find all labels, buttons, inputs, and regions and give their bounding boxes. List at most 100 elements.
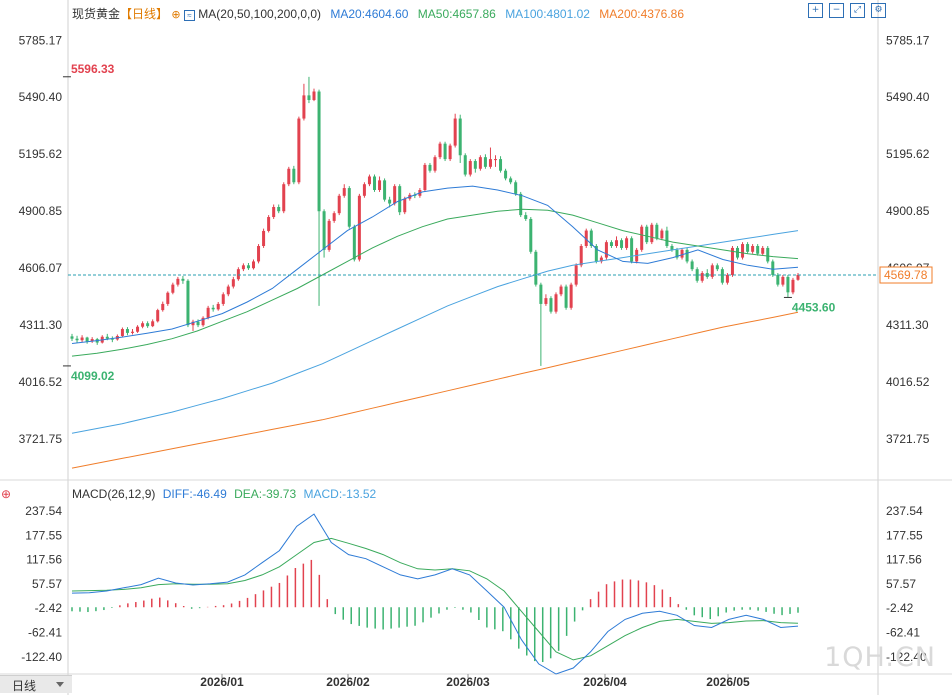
candle-body [665, 230, 669, 246]
candle-body [322, 211, 326, 250]
candle-body [151, 321, 155, 327]
candle-body [524, 215, 528, 219]
macd-y-tick-left: 57.57 [32, 577, 62, 591]
candle-body [488, 159, 492, 167]
candle-body [519, 193, 523, 216]
candle-body [357, 195, 361, 260]
current-price-label: 4569.78 [884, 268, 928, 282]
candle-body [292, 168, 296, 183]
candle-body [453, 118, 457, 146]
y-tick-label-left: 4900.85 [19, 204, 63, 218]
macd-y-tick-left: -62.41 [28, 625, 62, 639]
candle-body [504, 170, 508, 179]
chevron-down-icon [56, 682, 64, 687]
ma50-label: MA50:4657.86 [417, 7, 496, 21]
candle-body [196, 321, 200, 326]
candle-body [680, 249, 684, 258]
x-tick-label: 2026/04 [583, 675, 627, 689]
candle-body [614, 240, 619, 246]
ma-settings-icon[interactable]: ≈ [183, 10, 195, 21]
low-annotation: 4453.60 [792, 300, 836, 314]
candle-body [569, 284, 573, 308]
candle-body [428, 164, 432, 171]
macd-y-tick-right: 177.55 [886, 528, 923, 542]
candle-body [549, 298, 553, 312]
candle-body [463, 155, 467, 175]
candle-body [231, 279, 235, 287]
candle-body [746, 244, 750, 252]
ma50-line [71, 208, 799, 357]
y-tick-label-right: 5195.62 [886, 147, 930, 161]
candle-body [146, 323, 150, 327]
candle-body [559, 286, 563, 295]
dea-label: DEA:-39.73 [234, 487, 297, 501]
candle-body [161, 303, 165, 311]
candle-body [660, 230, 664, 239]
dea-line [71, 537, 799, 661]
candle-body [756, 246, 760, 254]
settings-icon[interactable]: ⚙ [871, 3, 886, 18]
candle-body [211, 307, 215, 310]
candle-body [282, 184, 286, 212]
period-label[interactable]: 【日线】 [120, 7, 169, 21]
diff-label: DIFF:-46.49 [162, 487, 227, 501]
candle-body [655, 224, 659, 239]
candle-body [720, 269, 724, 283]
macd-header: MACD(26,12,9) DIFF:-46.49 DEA:-39.73 MAC… [72, 487, 376, 501]
candle-body [499, 159, 503, 171]
candle-body [378, 180, 382, 190]
candle-body [685, 249, 689, 262]
candle-body [403, 198, 407, 213]
candle-body [620, 240, 624, 248]
y-tick-label-left: 5490.40 [19, 90, 63, 104]
candle-body [579, 246, 583, 266]
candle-body [534, 251, 538, 285]
zoom-out-icon[interactable]: − [829, 3, 844, 18]
candle-body [398, 186, 402, 213]
candle-body [272, 206, 276, 218]
candle-body [725, 274, 729, 283]
y-tick-label-left: 5785.17 [19, 33, 63, 47]
macd-y-tick-right: 117.56 [886, 553, 922, 567]
candle-body [630, 238, 634, 262]
candle-body [695, 269, 699, 281]
candle-body [141, 323, 145, 327]
zoom-in-icon[interactable]: + [808, 3, 823, 18]
candle-body [206, 307, 210, 318]
candle-body [181, 278, 185, 281]
candle-body [584, 230, 588, 246]
candle-body [741, 244, 745, 258]
ma20-label: MA20:4604.60 [330, 7, 409, 21]
candle-body [383, 180, 387, 200]
watermark: 1QH.CN [824, 642, 936, 673]
candle-body [751, 246, 755, 252]
tab-daily[interactable]: 日线 [0, 675, 72, 693]
chart-toolbar: + − ⤢ ⚙ [808, 3, 886, 18]
expand-icon[interactable]: ⤢ [850, 3, 865, 18]
candle-body [85, 337, 89, 342]
candle-body [221, 294, 225, 304]
candle-body [514, 182, 518, 194]
candle-body [448, 145, 452, 160]
ma100-label: MA100:4801.02 [505, 7, 590, 21]
y-tick-label-right: 5490.40 [886, 90, 930, 104]
macd-title: MACD(26,12,9) [72, 487, 156, 501]
gear-icon[interactable]: ⊕ [171, 8, 181, 21]
tab-daily-label: 日线 [12, 679, 37, 693]
macd-y-tick-right: 57.57 [886, 577, 916, 591]
candle-body [710, 265, 714, 277]
candle-body [171, 284, 175, 293]
candle-body [257, 246, 261, 262]
y-tick-label-left: 4311.30 [20, 318, 63, 332]
candle-body [529, 218, 533, 252]
candle-body [236, 269, 240, 280]
low-annotation: 4099.02 [71, 369, 115, 383]
candle-body [473, 161, 477, 169]
candle-body [766, 247, 770, 262]
candle-body [166, 292, 170, 304]
candle-body [478, 157, 482, 169]
candle-body [277, 206, 281, 212]
candle-body [156, 310, 160, 322]
x-tick-label: 2026/01 [200, 675, 244, 689]
